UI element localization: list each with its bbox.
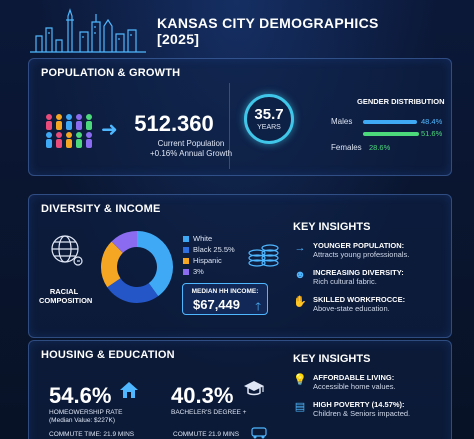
males-bar xyxy=(363,120,418,124)
page-title: KANSAS CITY DEMOGRAPHICS [2025] xyxy=(157,15,379,47)
population-label-block: Current Population +0.16% Annual Growth xyxy=(131,139,251,159)
insight-skilled-workforce: ✋ SKILLED WORKFROCCE: Above-state educat… xyxy=(293,295,443,317)
legend-swatch xyxy=(183,268,189,275)
distribution-bar-2 xyxy=(363,132,419,136)
legend-swatch xyxy=(183,246,189,253)
legend-item: Black 25.5% xyxy=(183,244,235,255)
globe-icon xyxy=(51,235,83,266)
gender-distribution-title: GENDER DISTRIBUTION xyxy=(357,97,445,106)
homeownership-label-block: HOMEOWERSHIP RATE (Median Value: $227K) xyxy=(49,409,122,425)
population-number: 512.360 xyxy=(134,111,214,136)
insight-high-poverty: ▤ HIGH POVERTY (14.57%): Children & Seni… xyxy=(293,400,443,422)
legend-item: Hispanic xyxy=(183,255,235,266)
legend-label: Hispanic xyxy=(193,256,222,265)
homeownership-sub: (Median Value: $227K) xyxy=(49,417,116,424)
key-insights-1: KEY INSIGHTS → YOUNGER POPULATION: Attra… xyxy=(293,221,443,322)
legend-swatch xyxy=(183,257,189,264)
insight-increasing-diversity: ☻ INCREASING DIVERSITY: Rich cultural fa… xyxy=(293,268,443,290)
title-line1: KANSAS CITY DEMOGRAPHICS xyxy=(157,15,379,31)
bus-icon xyxy=(251,427,267,439)
arrow-right-icon: → xyxy=(294,242,306,254)
donut-slice xyxy=(101,241,124,288)
commute-time-2: COMMUTE 21.9 MINS xyxy=(173,431,240,438)
females-label: Females xyxy=(331,143,362,152)
insight-heading: HIGH POVERTY (14.57%): xyxy=(313,400,405,409)
people-group-icon xyxy=(46,114,92,148)
females-pct: 28.6% xyxy=(369,143,391,152)
donut-slice xyxy=(136,231,173,297)
racial-composition-label: RACIAL COMPOSITION xyxy=(39,287,93,305)
title-year: [2025] xyxy=(157,31,200,47)
legend-item: White xyxy=(183,233,235,244)
homeownership-label: HOMEOWERSHIP RATE xyxy=(49,409,123,416)
diversity-section-title: DIVERSITY & INCOME xyxy=(41,203,161,215)
population-card: POPULATION & GROWTH ➜ 512.360 Current Po… xyxy=(28,58,452,176)
kansas-city-skyline-icon xyxy=(30,8,146,53)
homeownership-pct: 54.6% xyxy=(49,383,112,408)
house-icon xyxy=(120,382,138,398)
donut-slice xyxy=(111,231,138,254)
distribution-pct-2: 51.6% xyxy=(421,129,443,138)
housing-card: HOUSING & EDUCATION 54.6% HOMEOWERSHIP R… xyxy=(28,340,452,439)
population-section-title: POPULATION & GROWTH xyxy=(41,67,181,79)
population-value: 512.360 xyxy=(101,111,221,137)
insight-desc: Above-state education. xyxy=(313,304,390,313)
population-label: Current Population xyxy=(157,139,225,148)
insight-affordable-living: 💡 AFFORDABLE LIVING: Accessible home val… xyxy=(293,373,443,395)
diversity-card: DIVERSITY & INCOME RACIAL COMPOSITION Wh… xyxy=(28,194,452,338)
handshake-icon: ✋ xyxy=(293,296,307,308)
bachelors-pct: 40.3% xyxy=(171,383,234,408)
population-growth: +0.16% Annual Growth xyxy=(149,149,233,158)
graduation-cap-icon xyxy=(244,381,264,396)
donut-slice xyxy=(107,277,159,303)
racial-legend: White Black 25.5% Hispanic 3% xyxy=(183,233,235,277)
males-pct: 48.4% xyxy=(421,117,443,126)
males-label: Males xyxy=(331,117,353,126)
insight-desc: Accessible home values. xyxy=(313,382,396,391)
insight-desc: Attracts young professionals. xyxy=(313,250,410,259)
divider xyxy=(229,83,230,169)
insight-younger-population: → YOUNGER POPULATION: Attracts young pro… xyxy=(293,241,443,263)
insight-heading: SKILLED WORKFROCCE: xyxy=(313,295,406,304)
median-income-value: $67,449 xyxy=(193,297,240,312)
key-insights-title: KEY INSIGHTS xyxy=(293,221,371,233)
commute-time-1: COMMUTE TIME: 21.9 MINS xyxy=(49,431,135,438)
header: KANSAS CITY DEMOGRAPHICS [2025] xyxy=(0,0,474,56)
arrow-right-icon: ➜ xyxy=(101,119,118,141)
legend-label: White xyxy=(193,234,213,243)
arrow-up-icon: 🡑 xyxy=(255,301,261,313)
median-age-value: 35.7 xyxy=(254,106,284,123)
racial-donut-chart xyxy=(101,231,173,303)
median-income-box: MEDIAN HH INCOME: $67,449 🡑 xyxy=(182,283,268,315)
key-insights-2: KEY INSIGHTS 💡 AFFORDABLE LIVING: Access… xyxy=(293,353,443,427)
housing-section-title: HOUSING & EDUCATION xyxy=(41,349,175,361)
legend-label: Black 25.5% xyxy=(193,245,235,254)
bachelors-label: BACHELER'S DEGREE + xyxy=(171,409,247,416)
median-age-unit: YEARS xyxy=(257,124,281,131)
lightbulb-icon: 💡 xyxy=(293,374,307,386)
median-age-ring: 35.7 YEARS xyxy=(244,94,294,144)
insight-heading: AFFORDABLE LIVING: xyxy=(313,373,395,382)
coins-icon xyxy=(248,244,279,267)
legend-swatch xyxy=(183,235,189,242)
insight-heading: YOUNGER POPULATION: xyxy=(313,241,405,250)
insight-heading: INCREASING DIVERSITY: xyxy=(313,268,404,277)
insight-desc: Rich cultural fabric. xyxy=(313,277,377,286)
key-insights-title: KEY INSIGHTS xyxy=(293,353,371,365)
insight-desc: Children & Seniors impacted. xyxy=(313,409,411,418)
legend-item: 3% xyxy=(183,266,235,277)
chart-icon: ▤ xyxy=(294,401,306,413)
people-icon: ☻ xyxy=(294,269,306,281)
legend-label: 3% xyxy=(193,267,204,276)
median-income-label: MEDIAN HH INCOME: xyxy=(191,288,259,295)
